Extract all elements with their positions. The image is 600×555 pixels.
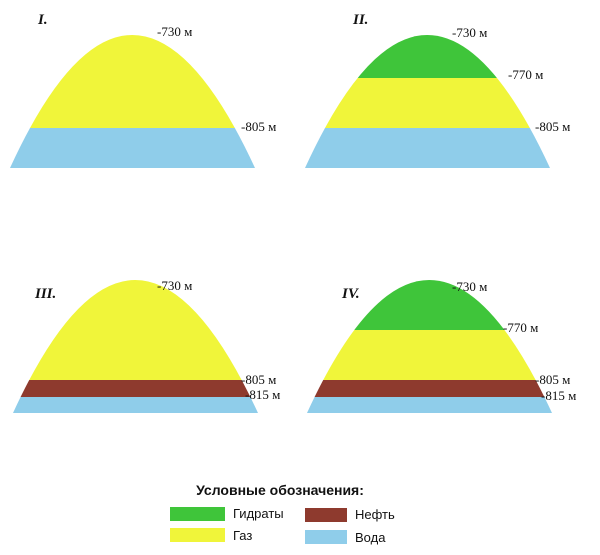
legend-swatch (305, 508, 347, 522)
panel-label: II. (352, 12, 368, 28)
depth-label: -730 м (452, 279, 487, 294)
depth-label: -805 м (241, 119, 276, 134)
panel-label: IV. (341, 286, 360, 302)
legend-item: Гидраты (233, 506, 284, 521)
water-layer (307, 397, 552, 413)
depth-label: -805 м (535, 372, 570, 387)
legend-title: Условные обозначения: (196, 482, 364, 498)
oil-layer (13, 380, 258, 397)
legend-item: Нефть (355, 507, 395, 522)
depth-label: -730 м (157, 24, 192, 39)
legend: Условные обозначения: Гидраты Газ Нефть … (170, 482, 395, 545)
oil-layer (307, 380, 552, 397)
depth-label: -730 м (452, 25, 487, 40)
water-layer (305, 128, 550, 168)
gas-layer (305, 78, 550, 128)
panel-label: III. (34, 286, 56, 302)
legend-item: Вода (355, 530, 386, 545)
depth-label: -730 м (157, 278, 192, 293)
water-layer (10, 128, 255, 168)
panel: II. -730 м -770 м -805 м (305, 12, 570, 168)
panel: IV. -730 м -770 м -805 м -815 м (307, 279, 576, 413)
depth-label: -805 м (535, 119, 570, 134)
panel: I. -730 м -805 м (10, 12, 276, 168)
hydrate-layer (307, 280, 552, 330)
legend-swatch (305, 530, 347, 544)
gas-layer (13, 280, 258, 380)
legend-item: Газ (233, 528, 252, 543)
panel-label: I. (37, 12, 48, 28)
legend-swatch (170, 528, 225, 542)
water-layer (13, 397, 258, 413)
depth-label: -815 м (541, 388, 576, 403)
depth-label: -805 м (241, 372, 276, 387)
gas-layer (307, 330, 552, 380)
legend-swatch (170, 507, 225, 521)
panel: III. -730 м -805 м -815 м (13, 278, 280, 413)
depth-label: -770 м (503, 320, 538, 335)
depth-label: -770 м (508, 67, 543, 82)
depth-label: -815 м (245, 387, 280, 402)
